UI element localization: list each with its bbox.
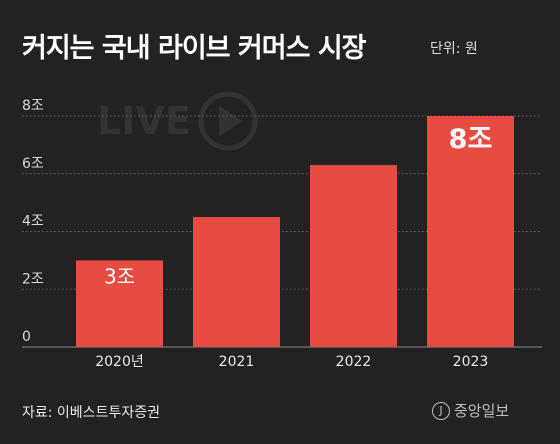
brand-logo: J 중앙일보 — [432, 400, 509, 421]
data-label: 3조 — [104, 264, 135, 288]
y-tick-label: 0 — [22, 329, 31, 345]
bar — [193, 217, 280, 347]
x-tick-label: 2022 — [336, 354, 372, 370]
source-note: 자료: 이베스트투자증권 — [22, 405, 160, 421]
y-tick-label: 6조 — [22, 156, 44, 172]
x-tick-label: 2020년 — [95, 354, 144, 370]
y-tick-label: 4조 — [22, 214, 44, 230]
bar — [427, 116, 514, 347]
y-tick-label: 2조 — [22, 271, 44, 287]
play-icon — [198, 91, 258, 151]
bar — [76, 260, 163, 347]
data-label: 8조 — [449, 124, 493, 155]
joongang-logo-icon: J — [432, 401, 450, 420]
x-tick-label: 2023 — [453, 354, 489, 370]
chart-title: 커지는 국내 라이브 커머스 시장 — [22, 33, 367, 64]
live-watermark: LIVE — [97, 91, 258, 151]
live-watermark-text: LIVE — [97, 99, 191, 143]
unit-label: 단위: 원 — [430, 41, 478, 57]
bar — [310, 165, 397, 347]
y-tick-label: 8조 — [22, 98, 44, 114]
x-tick-label: 2021 — [219, 354, 255, 370]
brand-name: 중앙일보 — [454, 402, 510, 420]
